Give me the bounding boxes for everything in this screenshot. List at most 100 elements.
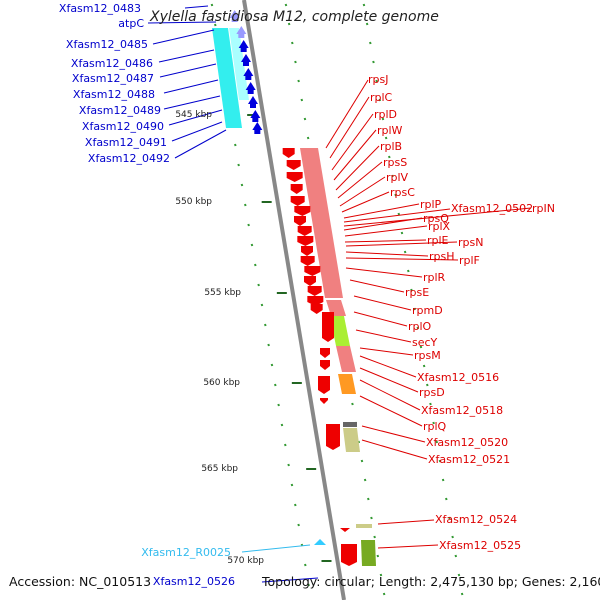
track-dot <box>369 41 372 45</box>
gene-label[interactable]: rpsQ <box>423 212 449 225</box>
gene-label[interactable]: rpsE <box>405 286 430 299</box>
scale-label: 560 kbp <box>203 378 240 388</box>
cog-box <box>229 28 249 100</box>
track-dot <box>280 423 284 427</box>
gene-label[interactable]: Xfasm12_0490 <box>81 120 164 133</box>
cog-box <box>361 540 376 566</box>
track-dot <box>363 478 367 482</box>
gene-arrow-reverse <box>290 196 305 206</box>
scale-label: 565 kbp <box>201 464 238 474</box>
track-dot <box>267 343 270 347</box>
gene-label[interactable]: Xfasm12_0489 <box>78 104 161 117</box>
track-dot <box>254 263 257 267</box>
track-dot <box>304 563 307 567</box>
gene-label[interactable]: Xfasm12_0485 <box>65 38 148 51</box>
gene-label[interactable]: Xfasm12_0516 <box>417 371 500 384</box>
track-dot <box>384 136 388 140</box>
gene-label[interactable]: rplP <box>420 198 442 211</box>
label-leader <box>343 208 451 223</box>
track-dot <box>438 459 442 463</box>
track-dot <box>234 143 237 147</box>
gene-label[interactable]: Xfasm12_0525 <box>439 539 522 552</box>
scale-label: 550 kbp <box>175 197 212 207</box>
label-leader <box>333 129 377 181</box>
label-leader <box>335 145 380 191</box>
gene-arrow-reverse <box>341 544 357 566</box>
gene-arrow-reverse <box>300 256 315 266</box>
label-leader <box>184 5 209 9</box>
rna-gene-label[interactable]: Xfasm12_R0025 <box>141 546 231 559</box>
track-dot <box>300 98 304 102</box>
track-dot <box>397 212 401 216</box>
label-leader <box>377 544 439 549</box>
gene-label[interactable]: rplW <box>377 124 403 137</box>
track-dot <box>445 497 448 501</box>
gene-label[interactable]: Xfasm12_0524 <box>435 513 518 526</box>
gene-label[interactable]: Xfasm12_0521 <box>428 453 511 466</box>
gene-label[interactable]: rpsJ <box>368 73 389 86</box>
track-dot <box>419 345 423 349</box>
gene-label[interactable]: rplE <box>427 234 449 247</box>
gene-label[interactable]: Xfasm12_0491 <box>84 136 167 149</box>
gene-label[interactable]: rplB <box>380 140 403 153</box>
gene-label[interactable]: secY <box>412 336 438 349</box>
gene-arrow-reverse <box>297 236 314 246</box>
track-dot <box>284 3 288 7</box>
gene-label[interactable]: Xfasm12_0483 <box>58 2 141 15</box>
gene-label[interactable]: Xfasm12_0492 <box>87 152 170 165</box>
track-dot <box>370 516 373 520</box>
gene-label[interactable]: Xfasm12_0520 <box>426 436 509 449</box>
gene-label[interactable]: Xfasm12_0486 <box>70 57 153 70</box>
track-dot <box>429 402 432 406</box>
gene-label[interactable]: rplR <box>423 271 446 284</box>
gene-label[interactable]: rpsD <box>419 386 445 399</box>
track-dot <box>303 117 307 121</box>
gene-label[interactable]: rplQ <box>423 420 447 433</box>
gene-label[interactable]: rpsH <box>429 250 455 263</box>
track-dot <box>375 79 378 83</box>
cog-box <box>336 346 356 372</box>
gene-label[interactable]: Xfasm12_0526 <box>152 575 235 588</box>
gene-arrow-reverse <box>320 348 330 358</box>
label-leader <box>337 161 383 199</box>
gene-label[interactable]: Xfasm12_0488 <box>72 88 155 101</box>
gene-arrow-forward <box>250 110 261 122</box>
track-dot <box>451 535 454 539</box>
gene-label[interactable]: rpsM <box>414 349 441 362</box>
gene-label[interactable]: rpsN <box>458 236 484 249</box>
label-leader <box>345 251 429 257</box>
gene-arrow-reverse <box>307 286 322 296</box>
gene-label[interactable]: rpsS <box>383 156 408 169</box>
label-leader <box>163 95 221 110</box>
gene-label[interactable]: rplX <box>428 220 451 233</box>
label-leader <box>343 217 423 231</box>
gene-arrow-reverse <box>286 160 301 170</box>
gene-label[interactable]: rplC <box>370 91 393 104</box>
gene-label[interactable]: rpmD <box>412 304 443 317</box>
gene-label[interactable]: Xfasm12_0487 <box>71 72 154 85</box>
track-dot <box>457 573 461 577</box>
label-leader <box>345 267 423 278</box>
gene-label[interactable]: rplO <box>408 320 432 333</box>
gene-label[interactable]: Xfasm12_0502 <box>451 202 534 215</box>
track-dot <box>448 516 451 520</box>
gene-label[interactable]: rplF <box>459 254 480 267</box>
gene-label[interactable]: rpsC <box>390 186 415 199</box>
genome-title: Xylella fastidiosa M12, complete genome <box>150 9 439 25</box>
track-dot <box>362 3 366 7</box>
gene-label[interactable]: Xfasm12_0518 <box>421 404 504 417</box>
gene-label[interactable]: rplV <box>386 171 409 184</box>
gene-arrow-forward <box>229 10 240 22</box>
label-leader <box>174 129 227 159</box>
gene-label[interactable]: rpIN <box>532 202 555 215</box>
label-leader <box>349 279 405 293</box>
gene-label[interactable]: atpC <box>118 17 144 30</box>
gene-label[interactable]: rplD <box>374 108 398 121</box>
track-dot <box>379 573 383 577</box>
track-dot <box>351 402 354 406</box>
track-dot <box>391 174 394 178</box>
track-dot <box>381 117 385 121</box>
cog-box <box>338 374 356 394</box>
gene-arrow-forward <box>245 82 256 94</box>
track-dot <box>291 41 294 45</box>
